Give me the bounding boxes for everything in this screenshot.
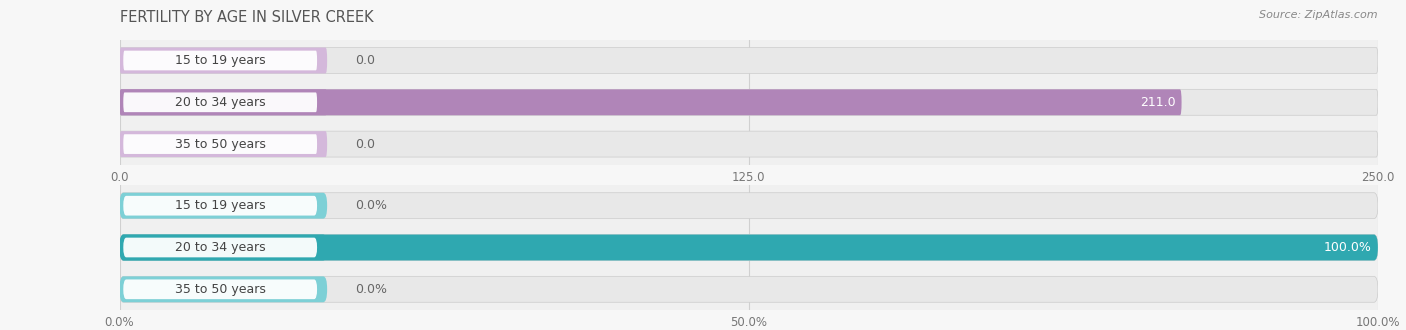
Text: Source: ZipAtlas.com: Source: ZipAtlas.com — [1260, 10, 1378, 20]
Text: 35 to 50 years: 35 to 50 years — [174, 138, 266, 150]
FancyBboxPatch shape — [120, 131, 328, 157]
Text: 15 to 19 years: 15 to 19 years — [174, 54, 266, 67]
Text: 20 to 34 years: 20 to 34 years — [174, 96, 266, 109]
Text: 15 to 19 years: 15 to 19 years — [174, 199, 266, 212]
FancyBboxPatch shape — [124, 280, 318, 299]
Text: 0.0%: 0.0% — [354, 199, 387, 212]
Text: 0.0: 0.0 — [354, 138, 375, 150]
FancyBboxPatch shape — [124, 238, 318, 257]
FancyBboxPatch shape — [120, 193, 328, 219]
Text: 0.0: 0.0 — [354, 54, 375, 67]
Text: 100.0%: 100.0% — [1323, 241, 1372, 254]
Text: FERTILITY BY AGE IN SILVER CREEK: FERTILITY BY AGE IN SILVER CREEK — [120, 10, 373, 25]
FancyBboxPatch shape — [120, 131, 1378, 157]
FancyBboxPatch shape — [120, 89, 1181, 115]
FancyBboxPatch shape — [120, 89, 1378, 115]
Text: 0.0%: 0.0% — [354, 283, 387, 296]
FancyBboxPatch shape — [120, 276, 328, 302]
FancyBboxPatch shape — [124, 50, 318, 70]
FancyBboxPatch shape — [120, 276, 1378, 302]
FancyBboxPatch shape — [120, 48, 328, 74]
Text: 211.0: 211.0 — [1140, 96, 1175, 109]
Text: 20 to 34 years: 20 to 34 years — [174, 241, 266, 254]
FancyBboxPatch shape — [120, 193, 1378, 219]
FancyBboxPatch shape — [120, 235, 328, 260]
FancyBboxPatch shape — [120, 235, 1378, 260]
FancyBboxPatch shape — [124, 196, 318, 215]
FancyBboxPatch shape — [124, 92, 318, 112]
FancyBboxPatch shape — [120, 48, 1378, 74]
FancyBboxPatch shape — [120, 89, 328, 115]
FancyBboxPatch shape — [120, 235, 1378, 260]
FancyBboxPatch shape — [124, 134, 318, 154]
Text: 35 to 50 years: 35 to 50 years — [174, 283, 266, 296]
